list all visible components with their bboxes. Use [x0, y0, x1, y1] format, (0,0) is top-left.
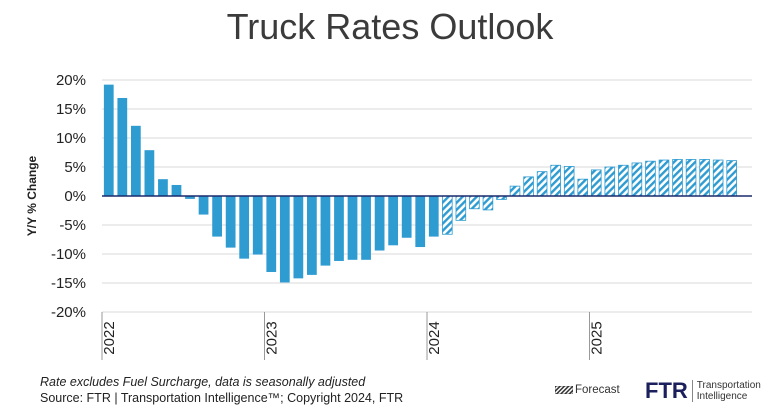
gridlines: [102, 79, 752, 313]
forecast-bar: [442, 195, 453, 235]
actual-bar: [117, 97, 128, 196]
ftr-logo-mark: FTR: [645, 378, 688, 403]
actual-bar: [428, 196, 439, 237]
y-axis-label: Y/Y % Change: [25, 155, 39, 236]
actual-bar: [212, 196, 222, 237]
logo-line-1: Transportation: [696, 380, 761, 391]
logo-divider: [691, 380, 693, 402]
actual-bar: [252, 196, 263, 255]
forecast-bar: [590, 169, 602, 197]
forecast-bar: [482, 195, 494, 211]
y-tick-label: 15%: [56, 101, 86, 118]
actual-bar: [347, 196, 358, 260]
forecast-bar: [469, 195, 480, 210]
forecast-bar: [699, 159, 710, 197]
forecast-bar: [577, 178, 589, 197]
forecast-legend-label: Forecast: [575, 384, 620, 396]
year-label: 2024: [426, 321, 443, 354]
footnote: Rate excludes Fuel Surcharge, data is se…: [40, 375, 366, 389]
forecast-bar: [550, 164, 561, 197]
year-label: 2022: [101, 321, 118, 354]
forecast-bar: [712, 159, 724, 197]
y-tick-label: -5%: [59, 217, 86, 234]
y-tick-label: -15%: [51, 275, 86, 292]
actual-bar: [279, 196, 290, 283]
year-label: 2023: [264, 321, 281, 354]
actual-bar: [130, 125, 141, 196]
ftr-logo: FTR Transportation Intelligence: [645, 378, 761, 404]
actual-bar: [171, 184, 182, 196]
actual-bar: [401, 196, 412, 238]
forecast-bar: [631, 162, 643, 197]
actual-bar: [103, 84, 114, 196]
forecast-legend-swatch: [555, 386, 573, 394]
actual-bar: [144, 150, 155, 196]
y-tick-label: 5%: [64, 159, 86, 176]
y-tick-label: 10%: [56, 130, 86, 147]
chart-title: Truck Rates Outlook: [226, 6, 554, 47]
actual-bar: [185, 196, 195, 199]
forecast-bar: [672, 159, 683, 197]
actual-bar: [225, 196, 236, 248]
logo-line-2: Intelligence: [696, 391, 748, 402]
forecast-bar: [658, 159, 670, 197]
forecast-bar: [509, 185, 521, 197]
forecast-bar: [726, 160, 737, 197]
forecast-bar: [523, 176, 534, 197]
forecast-bar: [645, 160, 656, 197]
actual-bar: [374, 196, 385, 251]
actual-bar: [361, 196, 371, 260]
forecast-bar: [685, 159, 697, 197]
actual-bar: [198, 196, 209, 215]
actual-bar: [415, 196, 426, 248]
ftr-logo-text: Transportation Intelligence: [697, 380, 761, 402]
actual-bar: [266, 196, 277, 272]
x-axis-year-labels: 2022 2023 2024 2025: [101, 312, 606, 360]
y-tick-label: 0%: [64, 188, 86, 205]
actual-bar: [158, 179, 168, 196]
y-axis-ticks: 20% 15% 10% 5% 0% -5% -10% -15% -20%: [51, 72, 86, 321]
y-tick-label: 20%: [56, 72, 86, 89]
forecast-bar: [563, 166, 575, 197]
actual-bar: [307, 196, 317, 275]
forecast-bar: [536, 171, 548, 197]
forecast-bar: [618, 164, 629, 197]
actual-bar: [334, 196, 344, 261]
actual-bar: [239, 196, 250, 259]
actual-bar: [293, 196, 304, 279]
actual-bar: [320, 196, 331, 266]
year-label: 2025: [589, 321, 606, 354]
source-line: Source: FTR | Transportation Intelligenc…: [40, 391, 404, 405]
actual-bar: [388, 196, 399, 246]
legend: Forecast: [555, 384, 620, 396]
forecast-bar: [455, 195, 467, 221]
bars: [103, 84, 737, 283]
forecast-bar: [604, 166, 616, 197]
y-tick-label: -10%: [51, 246, 86, 263]
y-tick-label: -20%: [51, 304, 86, 321]
